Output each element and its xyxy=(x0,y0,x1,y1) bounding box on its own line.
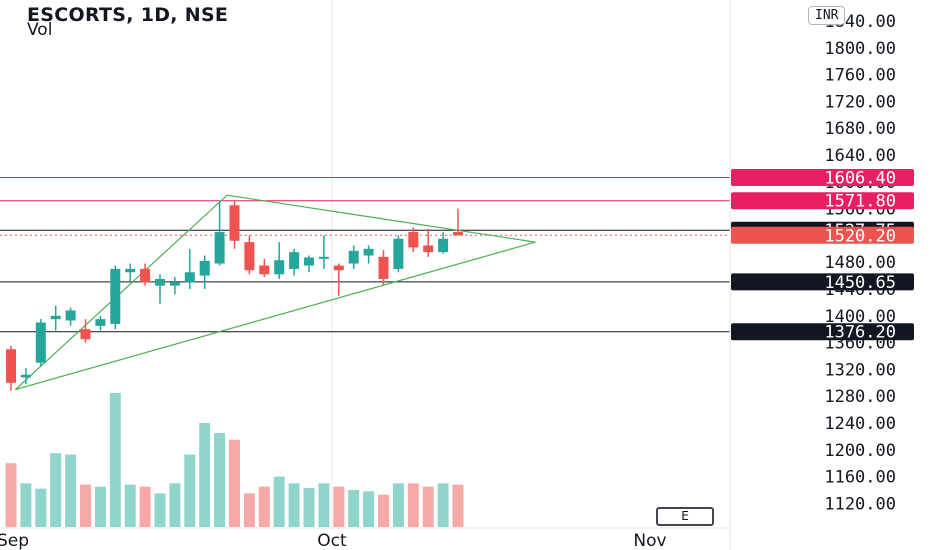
price-tick-label: 1160.00 xyxy=(824,468,896,488)
price-tick-label: 1240.00 xyxy=(824,414,896,434)
volume-bar[interactable] xyxy=(392,483,404,527)
candle[interactable] xyxy=(35,322,46,363)
candle[interactable] xyxy=(80,329,91,340)
price-badge-label: 1450.65 xyxy=(824,273,896,293)
price-badge-label: 1520.20 xyxy=(824,226,896,246)
volume-bar[interactable] xyxy=(124,484,136,527)
volume-bar[interactable] xyxy=(363,491,375,527)
price-tick-label: 1200.00 xyxy=(824,441,896,461)
volume-bar[interactable] xyxy=(407,483,419,527)
volume-bar[interactable] xyxy=(348,490,360,527)
volume-bar[interactable] xyxy=(243,493,255,527)
candle[interactable] xyxy=(20,374,31,378)
candle[interactable] xyxy=(6,349,16,383)
candle[interactable] xyxy=(318,256,329,259)
volume-bar[interactable] xyxy=(214,433,226,527)
candle[interactable] xyxy=(184,272,195,283)
volume-bar[interactable] xyxy=(154,493,166,527)
price-badge-label: 1571.80 xyxy=(824,192,896,212)
volume-bar[interactable] xyxy=(20,483,32,527)
candle[interactable] xyxy=(155,278,165,286)
time-tick-label: Sep xyxy=(0,531,29,550)
volume-bar[interactable] xyxy=(378,494,389,527)
volume-bar[interactable] xyxy=(273,476,285,527)
candle[interactable] xyxy=(214,232,225,264)
price-badge[interactable] xyxy=(731,192,914,210)
time-tick-label: Oct xyxy=(317,531,347,550)
price-tick-label: 1800.00 xyxy=(824,39,896,59)
price-badge[interactable] xyxy=(731,323,914,341)
volume-bar[interactable] xyxy=(199,423,211,527)
time-tick-label: Nov xyxy=(633,531,666,550)
volume-bar[interactable] xyxy=(452,484,464,527)
price-badge[interactable] xyxy=(731,273,914,291)
price-badge[interactable] xyxy=(731,226,914,244)
candle[interactable] xyxy=(453,232,463,236)
candle[interactable] xyxy=(304,257,314,266)
volume-bar[interactable] xyxy=(5,463,17,527)
price-tick-label: 1640.00 xyxy=(824,146,896,166)
volume-bar[interactable] xyxy=(184,454,196,527)
volume-bar[interactable] xyxy=(318,483,330,527)
price-tick-label: 1120.00 xyxy=(824,494,896,514)
candle[interactable] xyxy=(333,265,344,271)
candle[interactable] xyxy=(169,282,180,286)
volume-bar[interactable] xyxy=(50,453,62,527)
triangle-pattern-drawing[interactable] xyxy=(15,194,536,391)
candle[interactable] xyxy=(110,268,121,324)
price-tick-label: 1400.00 xyxy=(824,307,896,327)
volume-bar[interactable] xyxy=(80,484,91,527)
candle[interactable] xyxy=(438,238,449,253)
volume-bar[interactable] xyxy=(139,486,151,527)
candle[interactable] xyxy=(140,268,151,283)
volume-bar[interactable] xyxy=(169,483,181,527)
candle[interactable] xyxy=(408,232,419,248)
candle[interactable] xyxy=(348,250,359,264)
currency-badge[interactable]: INR xyxy=(808,6,846,25)
candle[interactable] xyxy=(259,265,270,275)
candle[interactable] xyxy=(423,245,434,253)
volume-bar[interactable] xyxy=(437,483,449,527)
chart-title: ESCORTS, 1D, NSE xyxy=(27,4,229,26)
volume-bar[interactable] xyxy=(35,488,47,527)
price-badge-label: 1606.40 xyxy=(824,169,896,189)
price-tick-label: 1720.00 xyxy=(824,92,896,112)
volume-bar[interactable] xyxy=(65,454,77,527)
scale-mode-button[interactable]: E xyxy=(656,507,714,526)
candle[interactable] xyxy=(393,238,404,269)
price-tick-label: 1760.00 xyxy=(824,66,896,86)
price-tick-label: 1320.00 xyxy=(824,360,896,380)
volume-indicator-label[interactable]: Vol xyxy=(27,20,53,40)
candle[interactable] xyxy=(95,319,106,326)
candle[interactable] xyxy=(199,260,210,276)
candle[interactable] xyxy=(378,256,389,279)
volume-bar[interactable] xyxy=(109,392,121,527)
candle[interactable] xyxy=(229,205,240,241)
candle[interactable] xyxy=(363,248,374,256)
price-badge[interactable] xyxy=(731,169,914,187)
volume-bar[interactable] xyxy=(422,486,434,527)
price-badge-label: 1376.20 xyxy=(824,323,896,343)
candle[interactable] xyxy=(289,252,300,269)
candle[interactable] xyxy=(50,315,61,320)
price-tick-label: 1680.00 xyxy=(824,119,896,139)
candle[interactable] xyxy=(65,310,76,321)
volume-bar[interactable] xyxy=(333,486,345,527)
volume-bar[interactable] xyxy=(94,486,106,527)
candle[interactable] xyxy=(125,268,136,273)
price-tick-label: 1280.00 xyxy=(824,387,896,407)
candle[interactable] xyxy=(244,242,255,271)
volume-bar[interactable] xyxy=(258,486,270,527)
volume-bar[interactable] xyxy=(229,439,240,527)
volume-bar[interactable] xyxy=(288,483,300,527)
price-tick-label: 1480.00 xyxy=(824,253,896,273)
candle[interactable] xyxy=(274,260,285,275)
volume-bar[interactable] xyxy=(303,487,315,527)
